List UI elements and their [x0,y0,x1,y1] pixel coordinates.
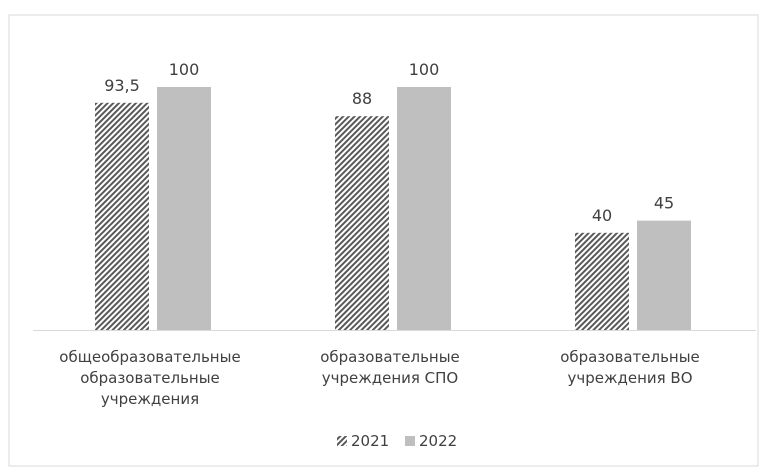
legend-label-2022: 2022 [419,432,457,450]
data-label-2021-2: 40 [592,206,612,225]
legend-label-2021: 2021 [351,432,389,450]
data-label-2022-1: 100 [409,60,440,79]
data-labels-group: 93,5 88 40 100 100 45 [104,60,674,225]
bar-2022-1 [397,87,451,330]
data-label-2021-0: 93,5 [104,76,140,95]
bar-2021-1 [335,116,389,330]
bar-2022-2 [637,220,691,330]
bar-2022-0 [157,87,211,330]
data-label-2021-1: 88 [352,89,372,108]
chart-border-rect [8,14,759,467]
data-label-2022-0: 100 [169,60,200,79]
category-label-0: общеобразовательные образовательные учрежд… [59,348,240,408]
legend-swatch-2022 [405,436,415,446]
legend: 2021 2022 [337,432,457,450]
data-label-2022-2: 45 [654,194,674,213]
category-label-1: образовательные учреждения СПО [320,348,460,387]
bar-2021-2 [575,232,629,330]
chart-border [8,14,759,467]
bar-2021-0 [95,102,149,330]
bars-group [95,87,691,330]
legend-swatch-2021 [337,436,347,446]
category-labels-group: общеобразовательные образовательные учрежд… [59,348,700,408]
category-label-2: образовательные учреждения ВО [560,348,700,387]
